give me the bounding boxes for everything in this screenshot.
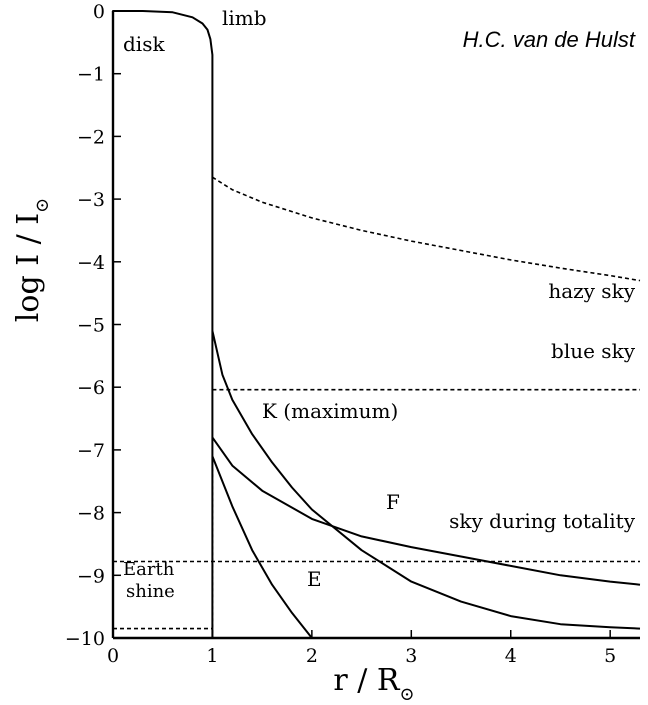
y-axis-title-main: log I / I bbox=[11, 213, 46, 322]
annotation-blue-sky: blue sky bbox=[551, 339, 636, 363]
annotation-limb: limb bbox=[222, 6, 267, 30]
y-tick-label-1: −1 bbox=[77, 64, 105, 86]
x-tick-label-5: 5 bbox=[604, 645, 616, 667]
y-tick-label-9: −9 bbox=[77, 565, 105, 587]
series-line-disk bbox=[113, 11, 212, 638]
y-tick-label-3: −3 bbox=[77, 189, 105, 211]
x-tick-label-3: 3 bbox=[405, 645, 417, 667]
x-tick-label-0: 0 bbox=[107, 645, 119, 667]
x-tick-label-1: 1 bbox=[206, 645, 218, 667]
series-line-k-maximum bbox=[212, 331, 640, 629]
annotation-disk: disk bbox=[123, 32, 165, 56]
y-tick-label-6: −6 bbox=[77, 377, 105, 399]
y-tick-label-10: −10 bbox=[65, 628, 105, 650]
x-axis-title-main: r / R bbox=[333, 663, 401, 698]
annotation-earth-line1: Earth bbox=[123, 559, 175, 580]
axes-layer bbox=[113, 11, 640, 638]
annotation-k-maximum: K (maximum) bbox=[262, 399, 398, 423]
y-tick-label-2: −2 bbox=[77, 126, 105, 148]
y-tick-label-5: −5 bbox=[77, 315, 105, 337]
x-axis-title-sub: ⊙ bbox=[400, 684, 415, 705]
y-tick-label-0: 0 bbox=[93, 1, 105, 23]
credit-label: H.C. van de Hulst bbox=[463, 27, 636, 52]
series-layer bbox=[113, 11, 640, 638]
annotation-earth-line2: shine bbox=[126, 581, 175, 602]
annotation-f: F bbox=[386, 490, 400, 514]
y-tick-label-8: −8 bbox=[77, 503, 105, 525]
y-tick-label-7: −7 bbox=[77, 440, 105, 462]
y-axis-title-group: log I / I⊙ bbox=[11, 198, 53, 322]
annotation-e: E bbox=[307, 567, 322, 591]
x-axis-title: r / R⊙ bbox=[333, 663, 414, 705]
y-tick-label-4: −4 bbox=[77, 252, 105, 274]
x-tick-label-4: 4 bbox=[505, 645, 517, 667]
y-axis-title-sub: ⊙ bbox=[32, 198, 53, 213]
x-tick-label-2: 2 bbox=[306, 645, 318, 667]
annotation-sky-totality: sky during totality bbox=[449, 509, 636, 533]
series-line-e bbox=[212, 456, 312, 638]
annotation-hazy-sky: hazy sky bbox=[548, 279, 635, 303]
series-line-hazy-sky bbox=[212, 177, 640, 280]
y-axis-title: log I / I⊙ bbox=[11, 198, 53, 322]
